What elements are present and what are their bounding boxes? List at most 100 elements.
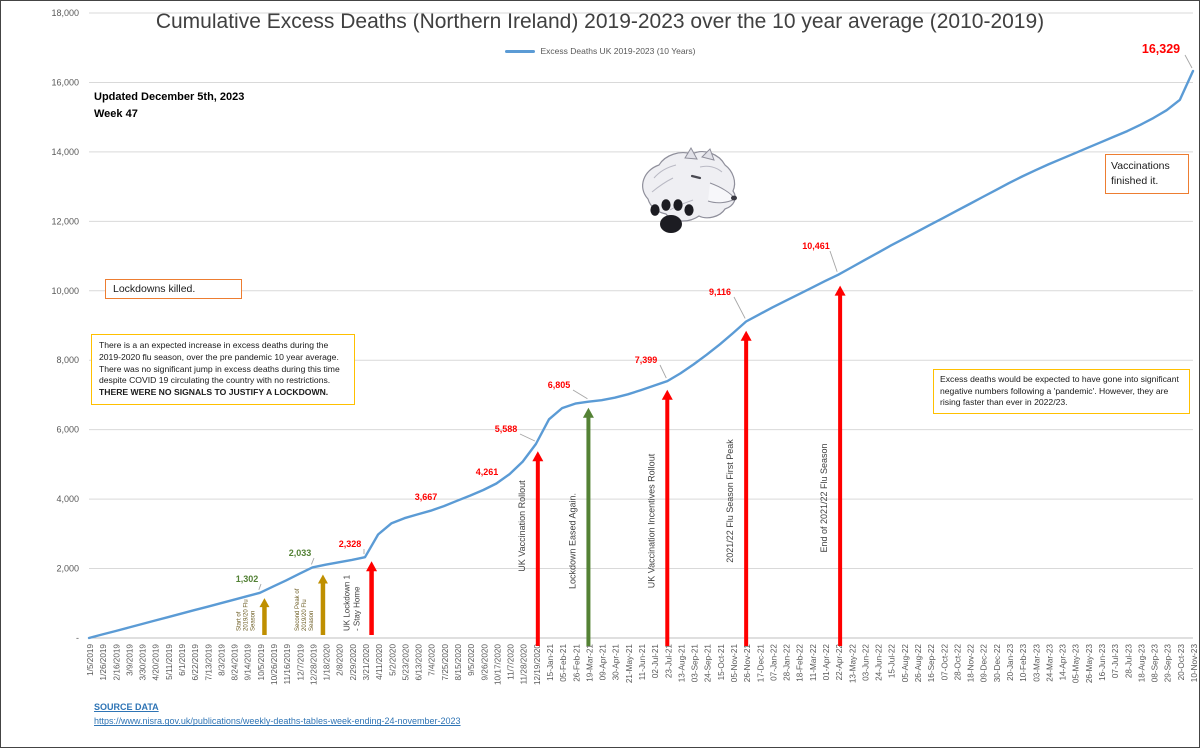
source-data-link[interactable]: https://www.nisra.gov.uk/publications/we… (94, 716, 461, 727)
vaccinations-finished-box: Vaccinations finished it. (1105, 154, 1189, 195)
x-axis-tick-label: 03-Sep-21 (691, 644, 700, 683)
callout-leader-line (572, 389, 588, 400)
wolf-eye (690, 174, 702, 180)
callout-leader-line (659, 364, 667, 379)
x-axis-tick-label: 3/30/2019 (139, 644, 148, 681)
flu-season-note-bold-line: THERE WERE NO SIGNALS TO JUSTIFY A LOCKD… (99, 387, 329, 398)
x-axis-tick-label: 09-Apr-21 (599, 644, 608, 681)
x-axis-tick-label: 13-May-22 (848, 644, 857, 684)
x-axis-tick-label: 4/20/2019 (152, 644, 161, 681)
x-axis-tick-label: 28-Jan-22 (783, 644, 792, 681)
x-axis-tick-label: 17-Dec-21 (756, 644, 765, 683)
x-axis-tick-label: 10-Feb-23 (1019, 644, 1028, 682)
data-point-callout: 9,116 (709, 287, 731, 297)
annotation-arrow-label: Lockdown Eased Again. (567, 493, 577, 589)
x-axis-tick-label: 07-Oct-22 (940, 644, 949, 681)
updated-week-text: Week 47 (94, 107, 138, 120)
x-axis-tick-label: 23-Jul-21 (664, 644, 673, 679)
x-axis-tick-label: 7/4/2020 (428, 644, 437, 676)
x-axis-tick-label: 6/13/2020 (415, 644, 424, 681)
source-data-heading: SOURCE DATA (94, 702, 159, 712)
x-axis-tick-label: 8/24/2019 (231, 644, 240, 681)
x-axis-tick-label: 1/5/2019 (86, 644, 95, 676)
negative-numbers-note-text: Excess deaths would be expected to have … (940, 374, 1179, 408)
updated-note: Updated December 5th, 2023 Week 47 (94, 89, 244, 122)
x-axis-tick-label: 5/11/2019 (165, 644, 174, 680)
x-axis-tick-label: 6/1/2019 (178, 644, 187, 676)
x-axis-tick-label: 30-Apr-21 (612, 644, 621, 681)
x-axis-tick-label: 7/25/2020 (441, 644, 450, 681)
y-axis-tick-label: 2,000 (56, 564, 79, 574)
x-axis-tick-label: 12/7/2019 (296, 644, 305, 681)
x-axis-tick-label: 18-Feb-22 (796, 644, 805, 682)
x-axis-tick-label: 5/23/2020 (401, 644, 410, 681)
wolf-paw-print (650, 199, 694, 233)
x-axis-tick-label: 9/5/2020 (467, 644, 476, 676)
annotation-arrow-label: Season (309, 611, 315, 631)
x-axis-tick-label: 3/9/2019 (125, 644, 134, 676)
data-point-callout: 7,399 (635, 355, 658, 365)
wolf-ear-left (684, 147, 698, 160)
x-axis-tick-label: 3/21/2020 (362, 644, 371, 681)
x-axis-tick-label: 15-Jul-22 (888, 644, 897, 679)
x-axis-tick-label: 11-Jun-21 (638, 644, 647, 681)
wolf-logo-image (642, 147, 737, 233)
y-axis-tick-label: 8,000 (56, 355, 79, 365)
x-axis-tick-label: 26-Aug-22 (914, 644, 923, 683)
x-axis-tick-label: 11/7/2020 (507, 644, 516, 680)
x-axis-tick-label: 1/26/2019 (99, 644, 108, 681)
annotation-arrow-head (582, 407, 594, 418)
callout-leader-line (733, 296, 746, 319)
x-axis-tick-label: 28-Jul-23 (1124, 644, 1133, 679)
y-axis-tick-label: 18,000 (51, 8, 79, 18)
x-axis-tick-label: 8/15/2020 (454, 644, 463, 681)
x-axis-tick-label: 20-Jan-23 (1006, 644, 1015, 681)
source-data-block: SOURCE DATA https://www.nisra.gov.uk/pub… (94, 700, 461, 729)
x-axis-tick-label: 11/16/2019 (283, 644, 292, 685)
annotation-arrow-label: Second Peak of (295, 588, 301, 631)
annotation-arrow-label: UK Vaccination Incentives Rollout (646, 453, 656, 588)
x-axis-tick-label: 26-Nov-21 (743, 644, 752, 683)
x-axis-tick-label: 29-Sep-23 (1164, 644, 1173, 683)
wolf-ear-right (701, 148, 715, 161)
annotation-arrow-label: - Stay Home (353, 586, 362, 631)
x-axis-tick-label: 22-Apr-22 (835, 644, 844, 681)
annotation-arrow-label: UK Lockdown 1 (343, 574, 352, 631)
data-point-callout: 10,461 (802, 241, 830, 251)
callout-leader-line (311, 557, 315, 565)
wolf-nose (731, 195, 737, 201)
x-axis-tick-label: 9/26/2020 (480, 644, 489, 681)
data-point-callout: 2,328 (339, 539, 362, 549)
x-axis-tick-label: 19-Mar-21 (585, 644, 594, 682)
y-axis-tick-label: 12,000 (51, 216, 79, 226)
x-axis-tick-label: 28-Oct-22 (953, 644, 962, 681)
x-axis-tick-label: 05-Feb-21 (559, 644, 568, 682)
x-axis-tick-label: 05-Aug-22 (901, 644, 910, 683)
x-axis-tick-label: 6/22/2019 (191, 644, 200, 681)
series-line (87, 69, 1195, 640)
x-axis-tick-label: 16-Sep-22 (927, 644, 936, 683)
x-axis-tick-label: 26-May-23 (1085, 644, 1094, 684)
x-axis-tick-label: 9/14/2019 (244, 644, 253, 681)
annotation-arrow-head (532, 451, 544, 462)
callout-leader-line (829, 250, 838, 272)
flu-season-note-box: There is a an expected increase in exces… (91, 334, 355, 405)
data-point-callout: 2,033 (289, 548, 312, 558)
x-axis-tick-label: 1/18/2020 (323, 644, 332, 681)
annotation-arrow-head (317, 574, 328, 584)
y-axis-tick-label: 4,000 (56, 494, 79, 504)
chart-title: Cumulative Excess Deaths (Northern Irela… (155, 10, 1045, 33)
x-axis-tick-label: 07-Jul-23 (1111, 644, 1120, 679)
x-axis-tick-label: 20-Oct-23 (1177, 644, 1186, 681)
x-axis-tick-label: 18-Nov-22 (967, 644, 976, 683)
annotation-arrow-label: Season (250, 611, 256, 631)
x-axis-tick-label: 24-Sep-21 (704, 644, 713, 683)
lockdowns-killed-text: Lockdowns killed. (113, 283, 196, 295)
x-axis-tick-label: 2/29/2020 (349, 644, 358, 681)
y-axis-tick-label: 16,000 (51, 77, 79, 87)
x-axis-tick-label: 01-Apr-22 (822, 644, 831, 681)
x-axis-tick-label: 05-May-23 (1072, 644, 1081, 684)
negative-numbers-note-box: Excess deaths would be expected to have … (933, 369, 1190, 414)
annotation-arrow-label: Start of (236, 611, 242, 631)
